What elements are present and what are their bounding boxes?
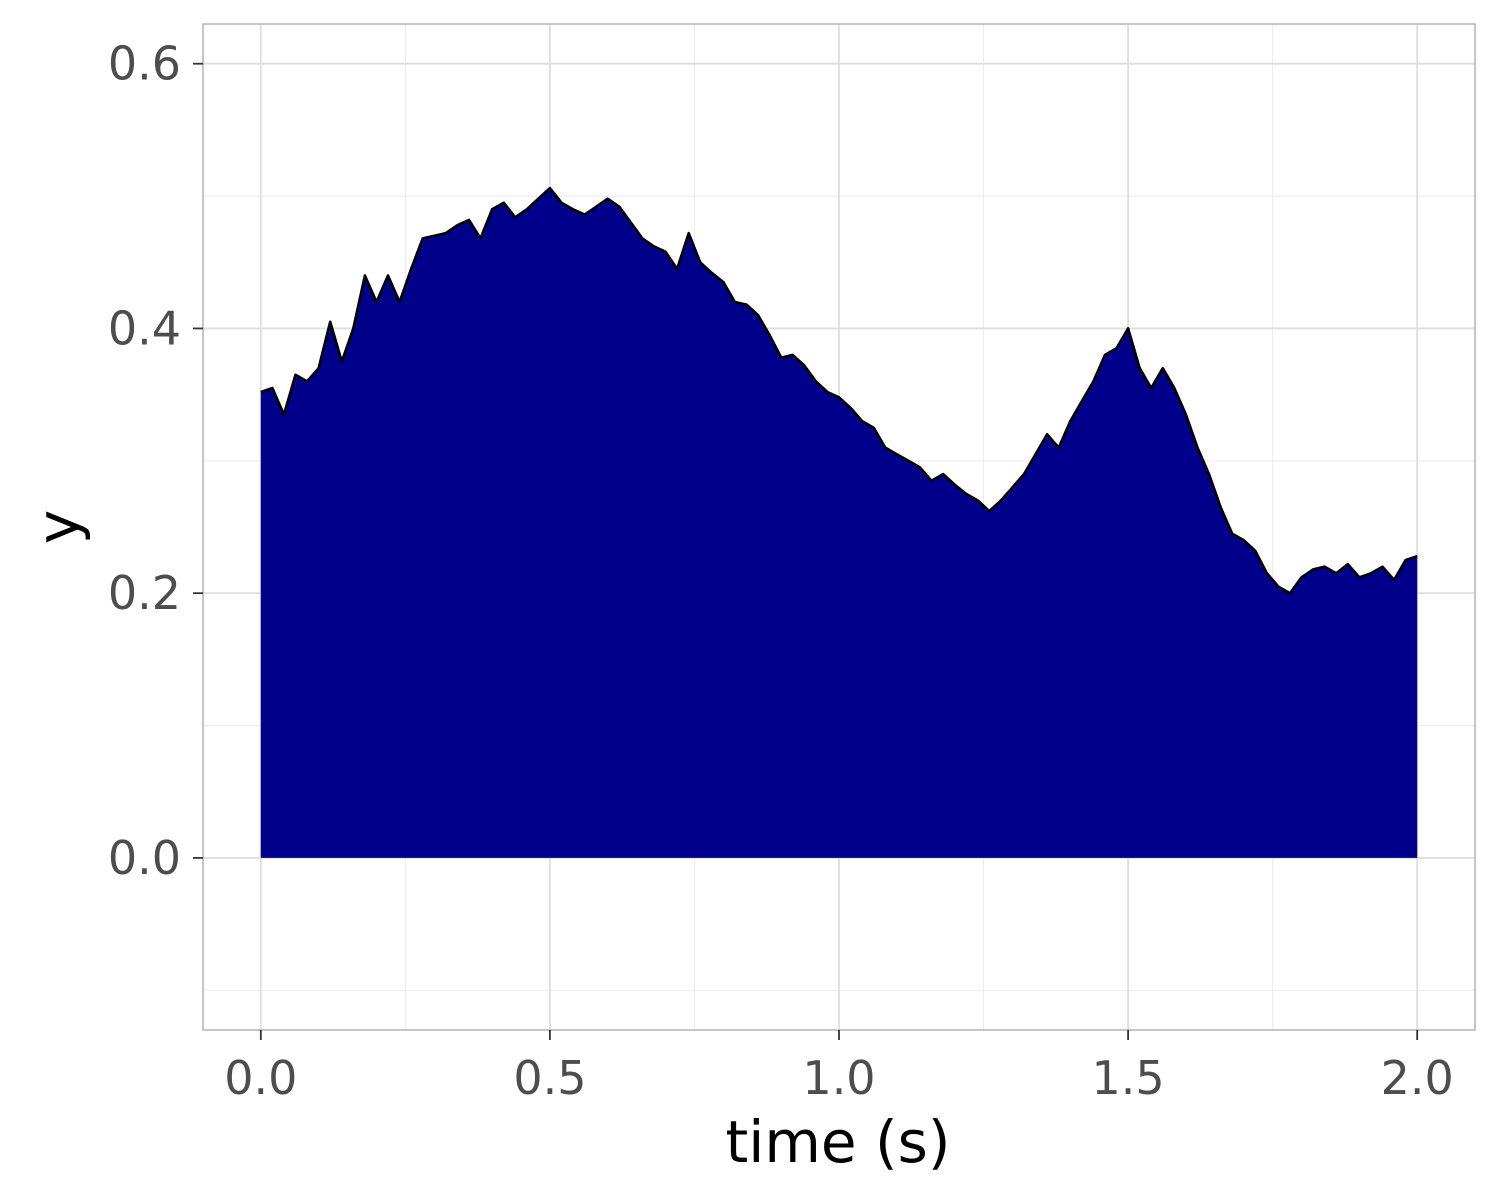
x-tick-label: 2.0 (1381, 1051, 1454, 1105)
y-tick-label: 0.6 (108, 37, 181, 91)
x-axis-title: time (s) (726, 1108, 951, 1176)
x-tick-label: 1.5 (1092, 1051, 1165, 1105)
x-tick-label: 0.5 (513, 1051, 586, 1105)
y-tick-label: 0.4 (108, 301, 181, 355)
x-axis-ticks: 0.0 0.5 1.0 1.5 2.0 (224, 1030, 1454, 1105)
area-fill (260, 188, 1418, 858)
y-tick-label: 0.2 (108, 566, 181, 620)
x-tick-label: 0.0 (224, 1051, 297, 1105)
y-tick-label: 0.0 (108, 831, 181, 885)
y-axis-title: y (24, 510, 92, 544)
area-series (260, 186, 1418, 858)
area-outline (260, 186, 1418, 595)
x-tick-label: 1.0 (802, 1051, 875, 1105)
y-axis-ticks: 0.0 0.2 0.4 0.6 (108, 37, 203, 885)
